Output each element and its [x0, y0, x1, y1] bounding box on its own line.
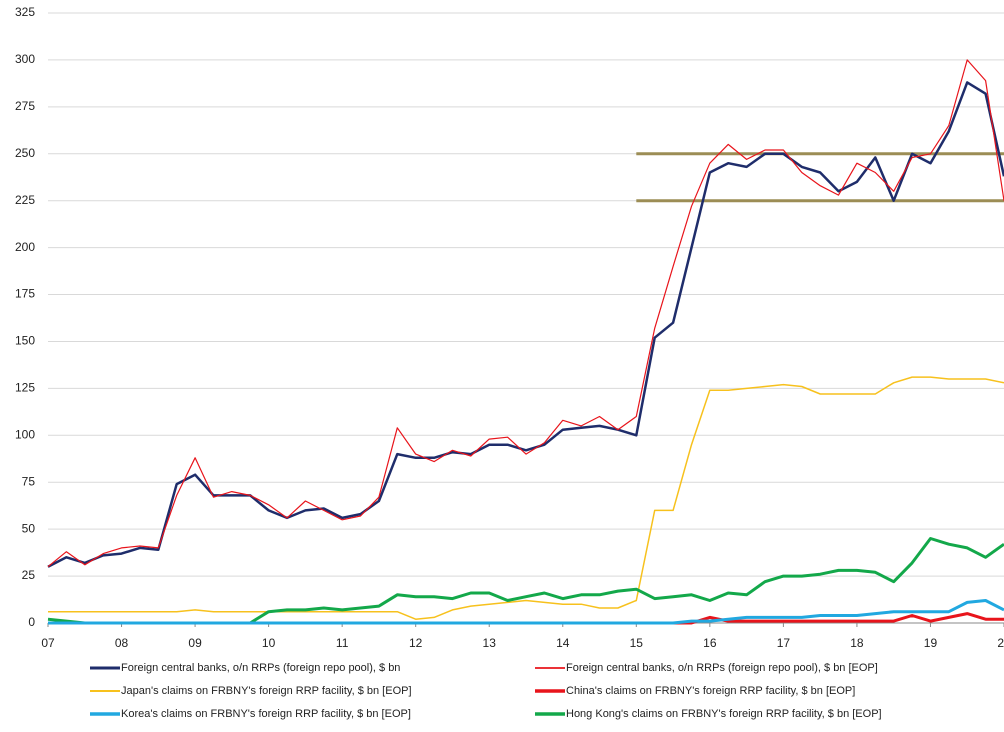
y-tick-label: 300	[15, 52, 35, 66]
y-tick-label: 25	[22, 568, 36, 582]
x-tick-label: 18	[850, 636, 864, 650]
series-line	[48, 599, 1004, 625]
y-tick-label: 200	[15, 240, 35, 254]
legend-label: Japan's claims on FRBNY's foreign RRP fa…	[121, 685, 412, 697]
legend-label: China's claims on FRBNY's foreign RRP fa…	[566, 685, 855, 697]
x-tick-label: 16	[703, 636, 717, 650]
x-tick-label: 12	[409, 636, 423, 650]
y-tick-label: 175	[15, 287, 35, 301]
series-line	[47, 59, 1004, 568]
y-tick-label: 275	[15, 99, 35, 113]
y-tick-label: 125	[15, 381, 35, 395]
y-tick-label: 0	[28, 615, 35, 629]
x-tick-label: 17	[777, 636, 791, 650]
y-tick-label: 50	[22, 521, 36, 535]
x-tick-label: 13	[483, 636, 497, 650]
series-line	[48, 376, 1004, 620]
legend-label: Korea's claims on FRBNY's foreign RRP fa…	[121, 708, 411, 720]
y-tick-label: 75	[22, 474, 36, 488]
y-tick-label: 100	[15, 427, 35, 441]
legend-label: Foreign central banks, o/n RRPs (foreign…	[121, 662, 400, 674]
legend-label: Hong Kong's claims on FRBNY's foreign RR…	[566, 708, 882, 720]
x-tick-label: 09	[188, 636, 202, 650]
legend-label: Foreign central banks, o/n RRPs (foreign…	[566, 662, 878, 674]
x-tick-label: 19	[924, 636, 938, 650]
x-tick-label: 11	[336, 636, 349, 650]
series-line	[47, 81, 1004, 568]
y-tick-label: 225	[15, 193, 35, 207]
x-tick-label: 10	[262, 636, 276, 650]
x-tick-label: 14	[556, 636, 570, 650]
x-tick-label: 15	[630, 636, 644, 650]
y-tick-label: 150	[15, 334, 35, 348]
y-tick-label: 250	[15, 146, 35, 160]
x-tick-label: 20	[997, 636, 1004, 650]
y-tick-label: 325	[15, 5, 35, 19]
x-tick-label: 08	[115, 636, 129, 650]
x-tick-label: 07	[41, 636, 55, 650]
